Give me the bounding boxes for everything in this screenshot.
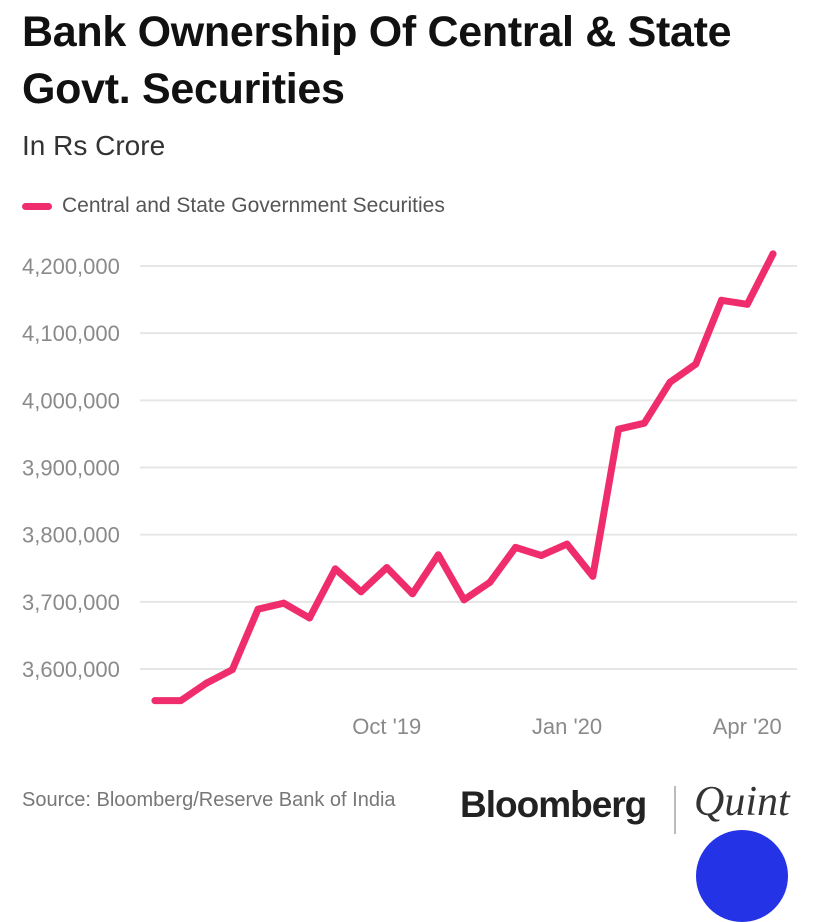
data-point (254, 605, 262, 613)
data-point (460, 596, 468, 604)
data-point (228, 666, 236, 674)
source-note: Source: Bloomberg/Reserve Bank of India (22, 789, 396, 811)
data-point (563, 540, 571, 548)
data-point (743, 300, 751, 308)
data-point (331, 565, 339, 573)
data-point (512, 543, 519, 551)
data-point (383, 564, 391, 572)
y-tick-label: 4,100,000 (22, 321, 120, 346)
data-point (409, 590, 416, 598)
legend-swatch (22, 202, 52, 210)
y-tick-label: 3,800,000 (22, 523, 120, 548)
data-point (640, 419, 648, 427)
chart-title: Bank Ownership Of Central & State Govt. … (22, 8, 732, 113)
data-point (434, 551, 442, 559)
x-tick-label: Oct '19 (352, 714, 421, 739)
data-point (357, 588, 365, 596)
quint-logo: Quint (694, 779, 790, 825)
y-tick-label: 3,900,000 (22, 456, 120, 481)
data-point (177, 697, 185, 705)
chart-subtitle: In Rs Crore (22, 130, 166, 161)
logo-divider (674, 786, 676, 834)
line-chart: 3,600,000 3,700,000 3,800,000 3,900,000 4,00… (22, 250, 797, 739)
corner-circle (696, 830, 788, 922)
data-point (280, 599, 288, 607)
data-point (718, 296, 725, 304)
legend-label: Central and State Government Securities (62, 194, 445, 217)
x-tick-label: Apr '20 (713, 714, 782, 739)
legend: Central and State Government Securities (22, 191, 445, 221)
data-point (486, 578, 494, 586)
data-point (537, 551, 545, 559)
y-tick-label: 4,200,000 (22, 254, 120, 279)
y-tick-label: 3,700,000 (22, 590, 120, 615)
data-point (692, 360, 700, 368)
data-point (589, 572, 597, 580)
data-point (151, 697, 159, 705)
data-point (666, 378, 674, 386)
data-point (769, 250, 777, 258)
bloomberg-logo: Bloomberg (460, 784, 647, 825)
y-tick-label: 3,600,000 (22, 657, 120, 682)
x-tick-label: Jan '20 (532, 714, 602, 739)
data-point (615, 425, 622, 433)
data-point (306, 614, 313, 622)
series-line (151, 250, 777, 705)
data-point (203, 679, 210, 687)
y-tick-label: 4,000,000 (22, 388, 120, 413)
